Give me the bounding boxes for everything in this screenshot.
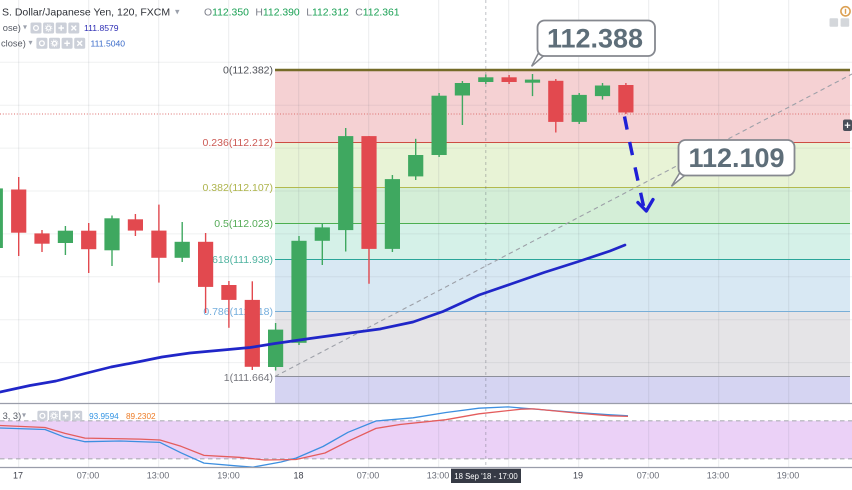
svg-text:19:00: 19:00 (217, 471, 240, 481)
svg-text:0.618(111.938): 0.618(111.938) (203, 254, 273, 266)
svg-text:07:00: 07:00 (357, 471, 380, 481)
svg-text:18 Sep '18 - 17:00: 18 Sep '18 - 17:00 (454, 472, 518, 481)
svg-text:0.236(112.212): 0.236(112.212) (203, 137, 273, 149)
svg-text:111.5040: 111.5040 (91, 38, 126, 48)
svg-text:▾: ▾ (29, 38, 33, 47)
svg-text:0.786(111.818): 0.786(111.818) (203, 306, 273, 318)
svg-text:18: 18 (293, 471, 303, 481)
svg-text:07:00: 07:00 (637, 471, 660, 481)
svg-text:111.8579: 111.8579 (84, 23, 119, 33)
svg-text:112.388: 112.388 (547, 24, 643, 54)
svg-text:19:00: 19:00 (777, 471, 800, 481)
svg-text:17: 17 (13, 471, 23, 481)
svg-text:▾: ▾ (22, 411, 26, 420)
svg-text:▾: ▾ (23, 23, 27, 32)
svg-text:13:00: 13:00 (427, 471, 450, 481)
svg-text:89.2302: 89.2302 (126, 412, 156, 421)
svg-text:3, 3): 3, 3) (3, 411, 22, 421)
svg-text:S. Dollar/Japanese Yen, 120, F: S. Dollar/Japanese Yen, 120, FXCM (2, 7, 170, 19)
svg-text:13:00: 13:00 (147, 471, 170, 481)
svg-text:07:00: 07:00 (77, 471, 100, 481)
svg-text:19: 19 (573, 471, 583, 481)
svg-text:1(111.664): 1(111.664) (224, 372, 273, 384)
svg-text:0.382(112.107): 0.382(112.107) (203, 182, 273, 194)
svg-text:112.109: 112.109 (688, 143, 784, 173)
svg-text:close): close) (1, 38, 26, 48)
svg-text:▾: ▾ (175, 7, 180, 17)
svg-text:0.5(112.023): 0.5(112.023) (214, 218, 273, 230)
svg-text:13:00: 13:00 (707, 471, 730, 481)
svg-text:0(112.382): 0(112.382) (223, 65, 273, 77)
svg-text:ose): ose) (3, 23, 21, 33)
svg-text:93.9594: 93.9594 (89, 412, 119, 421)
